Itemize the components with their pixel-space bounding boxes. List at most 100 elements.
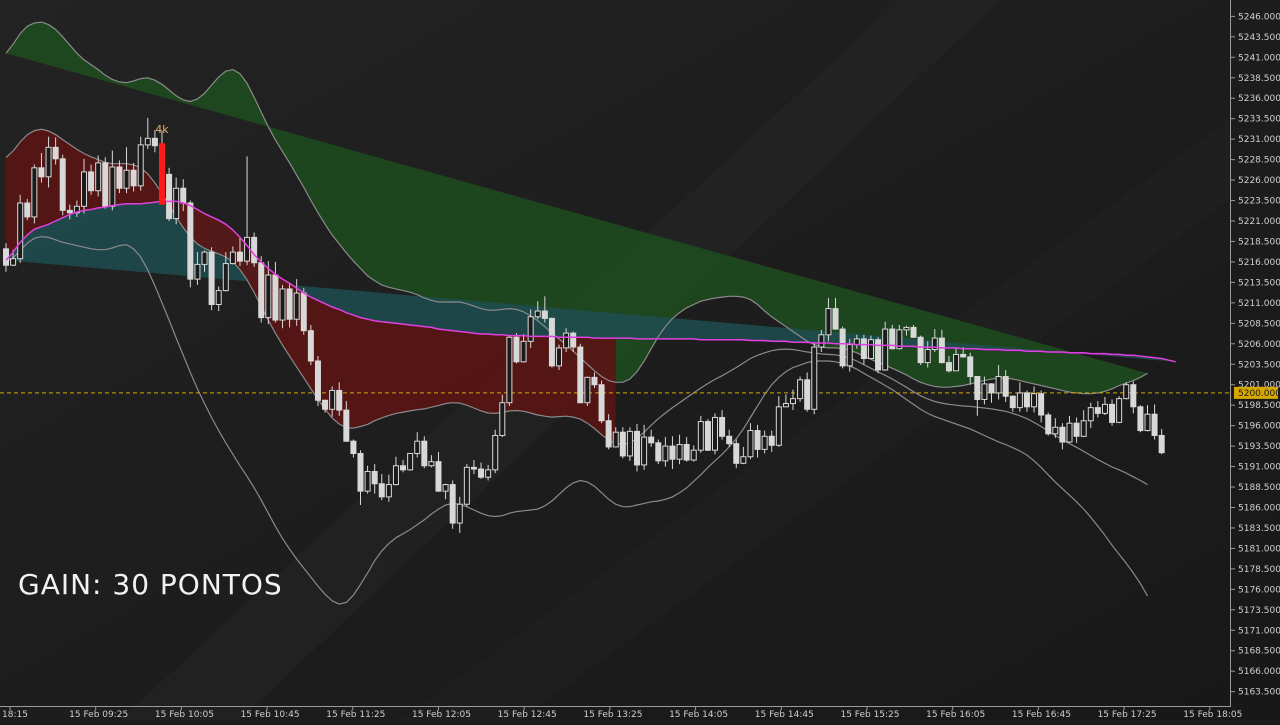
candle (343, 401, 350, 443)
candle (456, 496, 463, 533)
candle (598, 380, 605, 424)
plot-area: 4k (0, 21, 1229, 605)
y-tick-label: 5226.000 (1238, 176, 1280, 186)
candle (506, 335, 513, 407)
candle-body-up (1087, 407, 1094, 422)
candle-body-down (591, 376, 598, 386)
candle (584, 376, 591, 407)
candle-body-down (804, 379, 811, 410)
candle-body-up (747, 430, 754, 458)
candle-body-up (981, 383, 988, 400)
candle (867, 335, 874, 360)
candle-body-down (470, 466, 477, 470)
candle (953, 347, 960, 372)
candle-body-down (116, 166, 123, 189)
candle (690, 445, 697, 462)
candle (265, 261, 272, 325)
candle-body-down (1023, 392, 1030, 408)
candle-body-up (846, 344, 853, 367)
y-tick-label: 5193.500 (1238, 442, 1280, 452)
candle (194, 252, 201, 285)
candle-body-up (137, 144, 144, 187)
candle-body-down (88, 171, 95, 192)
candle (24, 198, 31, 221)
candle (782, 394, 789, 408)
candle-body-down (1073, 422, 1080, 437)
candle-body-up (641, 436, 648, 466)
candle (1123, 382, 1130, 400)
candle-body-down (754, 430, 761, 450)
candle-body-down (258, 262, 265, 319)
candle-body-up (520, 340, 527, 363)
candle-body-down (889, 328, 896, 350)
candle (123, 147, 130, 194)
candle-body-up (499, 402, 506, 436)
candle (470, 460, 477, 474)
candle-body-up (825, 308, 832, 336)
candle-body-down (3, 248, 9, 266)
candle (350, 439, 357, 458)
candle (513, 333, 520, 364)
bearish-cloud-fill (6, 129, 616, 444)
candle (1109, 399, 1116, 426)
candle-body-down (208, 251, 215, 306)
x-tick-label: 15 Feb 12:45 (498, 710, 557, 720)
candle (931, 329, 938, 352)
x-tick-label: 15 Feb 14:45 (755, 710, 814, 720)
candle-body-down (548, 317, 555, 367)
candle-body-up (80, 171, 87, 207)
candle-body-up (1066, 422, 1073, 443)
candle-body-up (782, 403, 789, 408)
candle (435, 451, 442, 492)
y-tick-label: 5171.000 (1238, 626, 1280, 636)
candle (442, 483, 449, 500)
candle (73, 200, 80, 217)
candle (577, 343, 584, 404)
candle (371, 464, 378, 494)
candle-body-down (1002, 376, 1009, 397)
candle-body-up (229, 251, 236, 265)
y-tick-label: 5198.500 (1238, 401, 1280, 411)
candle (385, 474, 392, 502)
candle (300, 288, 307, 335)
candle (166, 167, 173, 222)
candle-body-down (449, 484, 456, 524)
candle (938, 329, 945, 364)
candle-body-down (251, 236, 258, 264)
candle (556, 344, 563, 370)
candle (407, 452, 414, 471)
candle-body-down (151, 137, 158, 147)
y-tick-label: 5231.000 (1238, 135, 1280, 145)
candle-body-down (839, 328, 846, 367)
candle (903, 325, 910, 336)
lower-band-line (5, 235, 1149, 605)
y-tick-label: 5196.000 (1238, 422, 1280, 432)
candle (322, 399, 329, 413)
candle-body-up (1080, 420, 1087, 437)
y-tick-label: 5178.500 (1238, 565, 1280, 575)
candle (336, 382, 343, 416)
candle (761, 430, 768, 454)
candle (314, 356, 321, 407)
candle-body-up (931, 337, 938, 351)
candle (1009, 395, 1016, 412)
candle-body-down (1158, 434, 1165, 454)
candle-body-up (109, 166, 116, 207)
candle (499, 394, 506, 438)
candle (910, 324, 917, 339)
candle-body-up (45, 146, 52, 178)
candle (697, 415, 704, 453)
candle (45, 136, 52, 188)
candle (59, 154, 66, 216)
candle (917, 335, 924, 366)
candle-body-up (215, 290, 222, 306)
candle (995, 365, 1002, 400)
upper-band-fill (6, 22, 1148, 394)
candle (825, 297, 832, 342)
candle-body-up (882, 328, 889, 371)
candle (463, 464, 470, 507)
candle-body-up (485, 469, 492, 478)
candle (1059, 423, 1066, 450)
x-tick-label: 15 Feb 14:05 (669, 710, 728, 720)
candle (648, 429, 655, 447)
